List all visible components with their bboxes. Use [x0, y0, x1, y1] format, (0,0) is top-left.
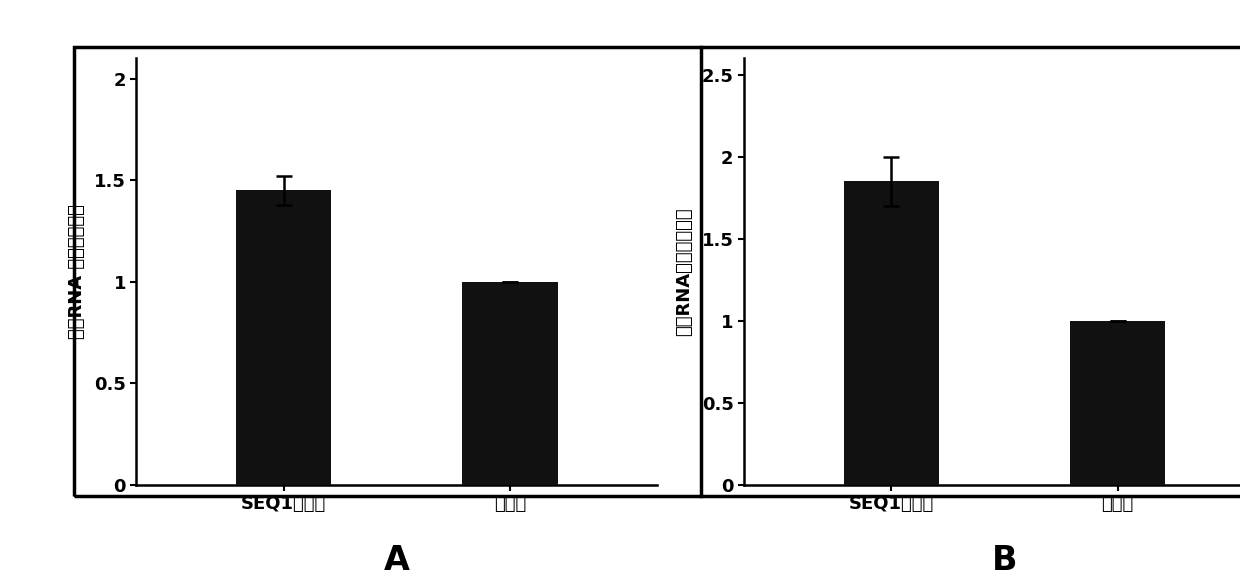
Bar — [843, 182, 939, 485]
Text: B: B — [992, 544, 1017, 577]
Y-axis label: 信使RNA相对表达水平: 信使RNA相对表达水平 — [676, 207, 693, 336]
Bar — [1070, 321, 1166, 485]
Bar — [236, 190, 331, 485]
Text: A: A — [384, 544, 409, 577]
Y-axis label: 信使RNA 相对表达水平: 信使RNA 相对表达水平 — [68, 204, 86, 339]
Bar — [463, 281, 558, 485]
